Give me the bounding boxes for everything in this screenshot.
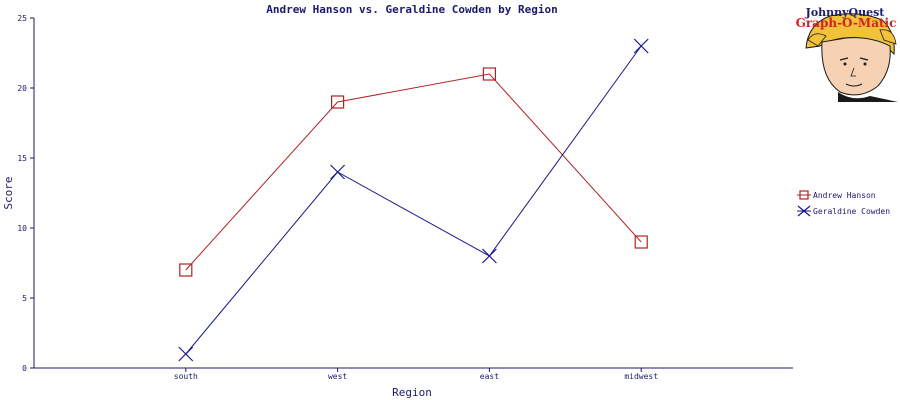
data-point-1-2 bbox=[481, 248, 497, 264]
y-tick-label: 25 bbox=[17, 14, 27, 23]
y-tick-label: 15 bbox=[17, 154, 27, 163]
legend-entry: Andrew Hanson bbox=[797, 190, 876, 200]
y-axis-label: Score bbox=[2, 176, 15, 209]
data-point-1-3 bbox=[633, 38, 649, 54]
legend: Andrew Hanson Geraldine Cowden bbox=[797, 190, 890, 217]
y-tick-label: 5 bbox=[22, 294, 27, 303]
johnnyquest-logo: JohnnyQuest Graph-O-Matic bbox=[796, 6, 898, 102]
y-axis-ticks: 0 5 10 15 20 25 bbox=[17, 14, 34, 373]
x-tick-label: west bbox=[328, 372, 347, 381]
series-layer bbox=[178, 38, 649, 362]
legend-entry: Geraldine Cowden bbox=[797, 205, 890, 217]
logo-line2: Graph-O-Matic bbox=[796, 16, 897, 30]
data-point-0-3 bbox=[634, 235, 648, 249]
data-point-0-1 bbox=[331, 95, 345, 109]
y-tick-label: 20 bbox=[17, 84, 27, 93]
legend-label: Andrew Hanson bbox=[813, 191, 876, 200]
x-tick-label: south bbox=[174, 372, 198, 381]
series-line-1 bbox=[185, 45, 642, 355]
x-tick-label: midwest bbox=[624, 372, 658, 381]
data-point-0-2 bbox=[482, 67, 496, 81]
chart-title: Andrew Hanson vs. Geraldine Cowden by Re… bbox=[266, 3, 557, 16]
data-point-1-0 bbox=[178, 346, 194, 362]
x-axis-label: Region bbox=[392, 386, 432, 399]
y-tick-label: 0 bbox=[22, 364, 27, 373]
logo-line1: JohnnyQuest bbox=[805, 6, 886, 19]
legend-marker-x-icon bbox=[797, 205, 811, 217]
x-tick-label: east bbox=[480, 372, 499, 381]
data-point-1-1 bbox=[330, 164, 346, 180]
y-tick-label: 10 bbox=[17, 224, 27, 233]
legend-marker-square-icon bbox=[799, 190, 809, 200]
legend-label: Geraldine Cowden bbox=[813, 207, 890, 216]
series-line-0 bbox=[185, 73, 642, 271]
x-axis-ticks: south west east midwest bbox=[174, 368, 658, 381]
boy-face-icon bbox=[805, 13, 898, 102]
data-point-0-0 bbox=[179, 263, 193, 277]
